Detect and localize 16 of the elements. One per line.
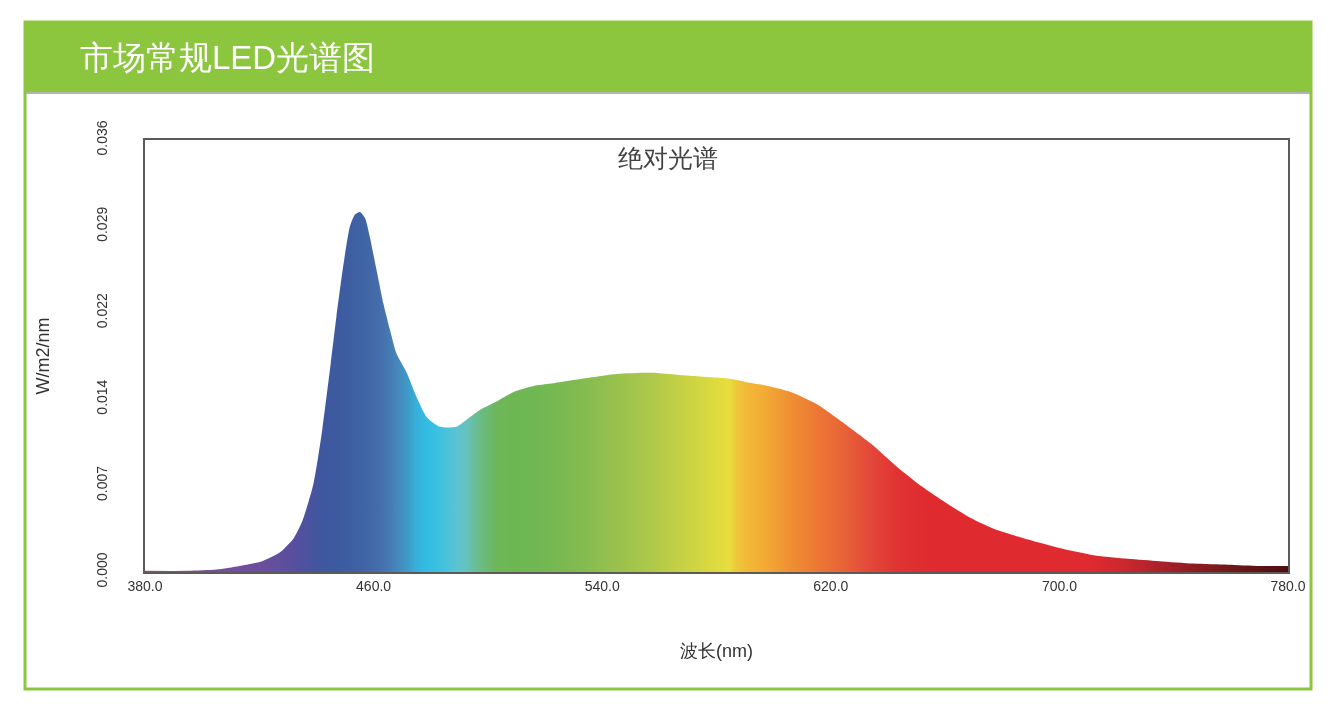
x-tick-label: 460.0 — [356, 577, 392, 594]
chart-title: 市场常规LED光谱图 — [80, 38, 376, 76]
y-tick-label: 0.022 — [94, 292, 111, 329]
x-tick-label: 380.0 — [127, 577, 163, 594]
x-tick-label: 540.0 — [584, 577, 620, 594]
y-tick-label: 0.000 — [94, 552, 111, 588]
y-tick-label: 0.014 — [94, 379, 111, 415]
x-tick-label: 780.0 — [1270, 577, 1306, 594]
y-tick-label: 0.029 — [94, 206, 111, 242]
y-tick-label: 0.007 — [94, 465, 111, 502]
x-tick-label: 700.0 — [1041, 577, 1078, 594]
chart-subtitle: 绝对光谱 — [618, 144, 718, 172]
x-tick-label: 620.0 — [813, 577, 849, 594]
y-axis-title: W/m2/nm — [33, 317, 54, 395]
y-tick-label: 0.036 — [94, 120, 111, 156]
x-axis-title: 波长(nm) — [680, 641, 753, 662]
